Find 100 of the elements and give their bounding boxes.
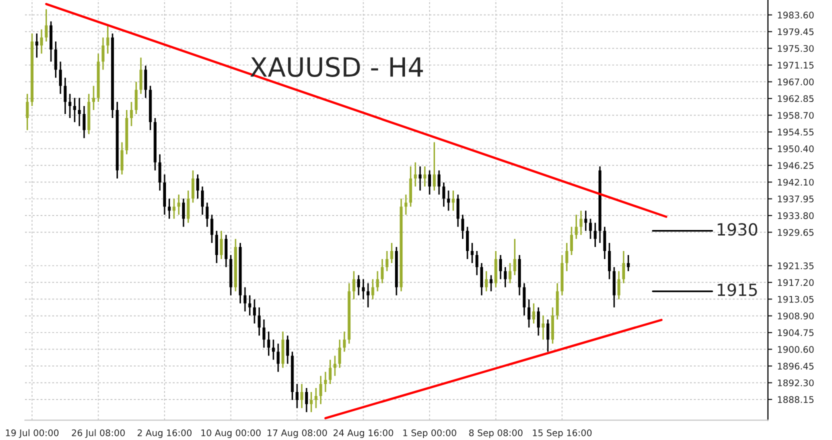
candlestick	[73, 97, 76, 123]
candlestick	[352, 270, 356, 300]
candlestick	[386, 250, 388, 272]
y-tick-label: 1954.55	[778, 128, 814, 136]
y-tick-label: 1892.30	[778, 379, 814, 386]
x-tick-label: 1 Sep 00:00	[403, 429, 456, 438]
candlestick	[324, 371, 327, 393]
x-tick-label: 17 Aug 08:00	[268, 429, 327, 438]
y-tick-label: 1896.45	[778, 362, 814, 370]
candlestick	[215, 230, 218, 264]
candlestick	[286, 334, 290, 364]
y-tick-label: 1983.60	[778, 12, 814, 18]
y-tick-label: 1917.20	[778, 279, 814, 286]
y-tick-label: 1942.10	[778, 178, 814, 186]
y-tick-label: 1929.65	[778, 228, 814, 236]
y-tick-label: 1946.25	[778, 162, 814, 169]
candlestick	[580, 210, 582, 236]
y-tick-label: 1921.35	[778, 262, 814, 270]
candlestick	[172, 198, 176, 220]
candlestick	[480, 262, 484, 296]
candlestick	[626, 254, 630, 272]
candlestick	[542, 314, 545, 340]
x-tick-label: 26 Jul 08:00	[72, 429, 125, 438]
candlestick	[404, 194, 408, 216]
candlestick	[466, 226, 469, 260]
candlestick	[120, 142, 124, 176]
candlestick	[589, 218, 592, 240]
candlestick	[484, 270, 488, 292]
y-tick-label: 1979.45	[778, 28, 814, 36]
candlestick	[456, 194, 460, 228]
candlestick	[499, 254, 502, 280]
candlestick	[192, 170, 194, 204]
candlestick	[447, 190, 450, 212]
candlestick	[102, 36, 104, 70]
y-tick-label: 1962.85	[778, 95, 814, 102]
candlestick	[438, 170, 440, 196]
y-tick-label: 1933.80	[778, 212, 814, 220]
candlestick	[490, 274, 493, 292]
x-tick-label: 2 Aug 16:00	[138, 429, 192, 438]
candlestick	[68, 93, 72, 119]
candlestick	[334, 355, 336, 377]
y-tick-label: 1958.70	[778, 112, 814, 119]
y-tick-label: 1888.15	[778, 396, 814, 404]
x-tick-label: 24 Aug 16:00	[334, 429, 394, 438]
x-tick-label: 15 Sep 16:00	[532, 429, 592, 438]
candlestick	[206, 202, 209, 228]
candlestick	[201, 186, 204, 216]
candlestick	[139, 56, 142, 95]
candlestick	[40, 28, 43, 54]
y-tick-label: 1937.95	[778, 196, 814, 202]
y-tick-label: 1900.60	[778, 346, 814, 353]
candlestick	[186, 190, 190, 224]
candlestick	[144, 64, 148, 99]
y-tick-label: 1975.30	[778, 45, 814, 52]
candlestick	[78, 97, 81, 127]
candlestick	[272, 338, 275, 360]
candlestick	[537, 306, 540, 336]
candlestick	[224, 234, 228, 268]
candlestick	[617, 270, 620, 300]
y-tick-label: 1908.90	[778, 312, 814, 320]
candlestick	[92, 85, 95, 111]
candlestick	[608, 242, 611, 280]
y-tick-label: 1950.40	[778, 145, 814, 152]
y-tick-label: 1904.75	[778, 329, 814, 336]
candlestick	[470, 242, 474, 264]
candlestick	[210, 214, 214, 244]
candlestick	[314, 387, 318, 409]
ref-line-label: 1915	[718, 284, 757, 296]
candlestick	[276, 342, 280, 373]
y-tick-label: 1913.05	[778, 296, 814, 303]
candlestick	[570, 226, 573, 256]
candlestick	[475, 250, 478, 276]
candlestick	[546, 318, 550, 352]
candlestick	[508, 262, 512, 284]
candlestick	[528, 298, 530, 328]
candlestick	[366, 282, 370, 308]
candlestick	[262, 318, 266, 348]
candlestick	[338, 338, 342, 369]
candlestick	[428, 170, 431, 196]
candlestick	[158, 154, 162, 192]
ref-line-label: 1930	[718, 223, 758, 236]
text: XAUUSD - H4	[250, 57, 423, 77]
x-tick-label: 10 Aug 00:00	[201, 429, 261, 438]
candlestick	[357, 274, 360, 296]
candlestick	[418, 166, 422, 192]
candlestick	[305, 387, 308, 413]
candlestick	[296, 383, 298, 409]
candlestick	[622, 250, 626, 284]
candlestick	[130, 101, 133, 127]
y-tick-label: 1967.00	[778, 78, 814, 86]
candlestick	[82, 105, 86, 139]
candlestick	[253, 298, 256, 324]
candlestick	[182, 198, 185, 228]
candlestick	[59, 60, 62, 95]
candlestick	[220, 230, 223, 260]
candlestick	[414, 162, 417, 188]
x-tick-label: 19 Jul 00:00	[6, 429, 59, 438]
candlestick	[423, 166, 426, 188]
y-tick-label: 1971.15	[778, 62, 814, 69]
x-tick-label: 8 Sep 08:00	[469, 429, 522, 438]
